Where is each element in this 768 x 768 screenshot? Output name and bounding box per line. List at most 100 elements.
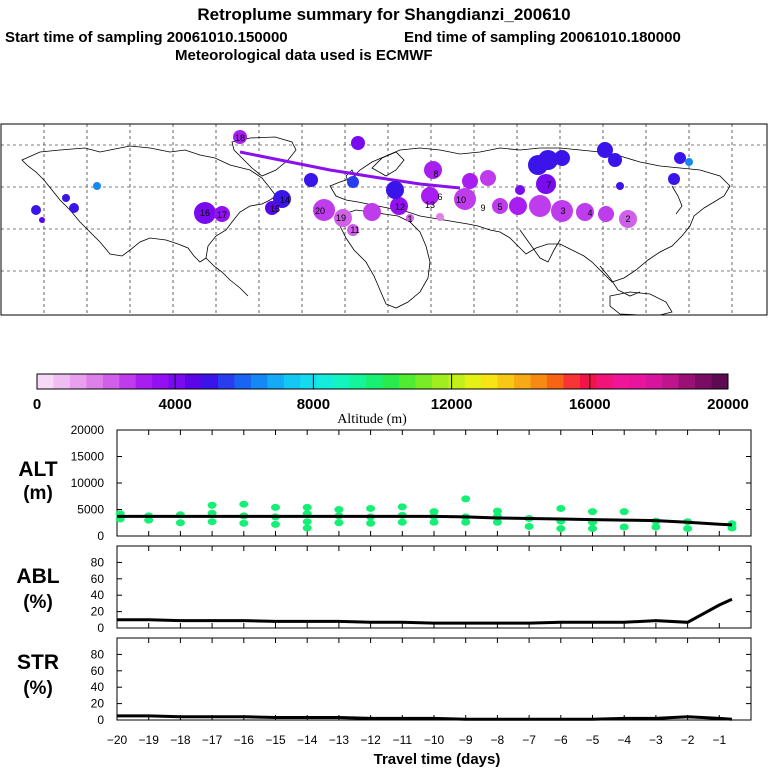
plume-cluster — [421, 187, 439, 205]
plume-day-label: 4 — [587, 208, 592, 218]
colorbar-tick-label: 16000 — [569, 396, 611, 413]
colorbar-cell — [135, 374, 153, 389]
str-panel-unit: (%) — [23, 678, 53, 699]
colorbar-cell — [250, 374, 268, 389]
particle-point — [239, 500, 249, 508]
colorbar-ticks: 0 4000 8000 12000 16000 20000 — [33, 374, 749, 413]
particle-point — [302, 503, 312, 511]
plume-cluster — [351, 136, 365, 150]
x-tick-label: −15 — [265, 733, 286, 747]
colorbar-cell — [283, 374, 301, 389]
plume-cluster — [313, 199, 335, 221]
colorbar-cell — [267, 374, 285, 389]
y-tick-label: 40 — [91, 680, 105, 694]
colorbar-cell — [448, 374, 466, 389]
particle-point — [461, 495, 471, 503]
plume-cluster — [31, 205, 41, 215]
plume-cluster — [69, 203, 79, 213]
plume-day-label: 16 — [200, 208, 210, 218]
series-line — [117, 597, 733, 625]
y-tick-label: 15000 — [71, 450, 105, 464]
y-tick-label: 5000 — [77, 503, 104, 517]
colorbar-cell — [464, 374, 482, 389]
colorbar-cell — [333, 374, 351, 389]
plume-cluster — [334, 209, 352, 227]
colorbar-cell — [415, 374, 433, 389]
x-tick-label: −8 — [491, 733, 505, 747]
plume-cluster — [233, 130, 247, 144]
plume-cluster — [608, 153, 622, 167]
plume-cluster — [436, 213, 444, 221]
colorbar-tick-label: 20000 — [707, 396, 749, 413]
plume-cluster — [551, 200, 573, 222]
plume-day-label: 9 — [480, 203, 485, 213]
particle-point — [207, 501, 217, 509]
x-tick-label: −11 — [393, 733, 413, 747]
plume-day-label: 20 — [315, 206, 325, 216]
x-tick-label: −20 — [107, 733, 128, 747]
map-frame — [0, 123, 768, 316]
plume-day-label: 7 — [546, 180, 551, 190]
colorbar-frame — [36, 373, 729, 390]
colorbar-tick-label: 0 — [33, 396, 41, 413]
colorbar-cell — [366, 374, 383, 389]
x-tick-label: −18 — [170, 733, 191, 747]
plume-track — [239, 150, 461, 190]
particle-point — [619, 523, 629, 531]
particle-point — [366, 519, 376, 527]
particle-point — [461, 518, 471, 526]
particle-point — [683, 525, 693, 533]
colorbar-cell — [201, 374, 219, 389]
colorbar-cell — [382, 374, 400, 389]
alt-panel-title: ALT — [18, 458, 57, 481]
y-tick-label: 20000 — [71, 423, 105, 437]
x-tick-label: −5 — [586, 733, 600, 747]
plume-cluster — [509, 197, 527, 215]
plume-cluster — [529, 195, 551, 217]
particle-point — [239, 519, 249, 527]
alt-panel: ALT (m) 0 5000 10000 15000 20000 — [18, 423, 752, 543]
colorbar-cell — [612, 374, 630, 389]
particle-point — [619, 508, 629, 516]
plume-cluster — [363, 203, 381, 221]
plume-cluster — [265, 201, 279, 215]
colorbar-cell — [662, 374, 680, 389]
colorbar-tick-label: 8000 — [297, 396, 330, 413]
plume-cluster — [347, 224, 359, 236]
plume-cluster — [406, 214, 414, 222]
particle-point — [175, 519, 185, 527]
plume-day-label: 6 — [437, 192, 442, 202]
x-tick-label: −10 — [424, 733, 445, 747]
particle-point — [524, 522, 534, 530]
plume-cluster — [492, 198, 508, 214]
particle-point — [588, 525, 597, 533]
figure-title: Retroplume summary for Shangdianzi_20061… — [197, 5, 570, 24]
plume-cluster — [273, 190, 291, 208]
plume-day-label: 1 — [407, 214, 412, 224]
x-tick-label: −13 — [329, 733, 350, 747]
x-tick-label: −7 — [522, 733, 536, 747]
plume-day-label: 10 — [456, 195, 466, 205]
colorbar-cell — [711, 374, 729, 389]
plume-cluster — [598, 206, 614, 222]
plume-day-label: 5 — [497, 202, 502, 212]
y-tick-label: 40 — [91, 588, 105, 602]
start-time-label: Start time of sampling 20061010.150000 — [5, 29, 288, 46]
colorbar-cell — [300, 374, 318, 389]
y-tick-label: 60 — [91, 572, 105, 586]
plume-cluster — [685, 158, 693, 166]
plume-cluster — [674, 152, 686, 164]
colorbar-cell — [563, 374, 581, 389]
plume-cluster — [304, 173, 318, 187]
particle-point — [271, 520, 280, 528]
abl-panel-unit: (%) — [23, 592, 53, 613]
colorbar-label: Altitude (m) — [337, 412, 407, 427]
x-tick-label: −3 — [649, 733, 663, 747]
plume-cluster — [538, 150, 558, 170]
colorbar-cell — [645, 374, 663, 389]
colorbar-cell — [579, 374, 597, 389]
y-tick-label: 60 — [91, 664, 105, 678]
particle-point — [492, 507, 502, 515]
